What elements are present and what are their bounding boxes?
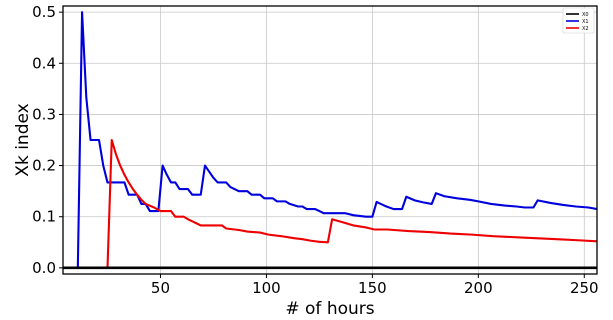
- plot-frame: [62, 5, 598, 275]
- y-tick-label: 0.2: [32, 157, 56, 175]
- y-tick-label: 0.5: [32, 3, 56, 21]
- y-tick-label: 0.1: [32, 208, 56, 226]
- x-axis-title: # of hours: [285, 299, 374, 319]
- x-tick-label: 100: [252, 279, 281, 297]
- y-tick-label: 0.0: [32, 259, 56, 277]
- legend-label-x0: X0: [582, 12, 589, 18]
- x-tick-label: 50: [151, 279, 170, 297]
- series-layer: [63, 11, 598, 270]
- legend-label-x1: X1: [582, 19, 589, 25]
- series-line-x2: [63, 138, 598, 269]
- x-tick-label: 250: [570, 279, 599, 297]
- y-tick-label: 0.3: [32, 105, 56, 123]
- ticks: 50 100 150 200 250 0.0 0.1 0.2 0.3 0.4 0.5: [32, 3, 598, 297]
- x-tick-label: 150: [358, 279, 387, 297]
- y-tick-label: 0.4: [32, 54, 56, 72]
- x-tick-label: 200: [464, 279, 493, 297]
- legend-label-x2: X2: [582, 26, 589, 32]
- y-axis-title: Xk index: [13, 103, 33, 176]
